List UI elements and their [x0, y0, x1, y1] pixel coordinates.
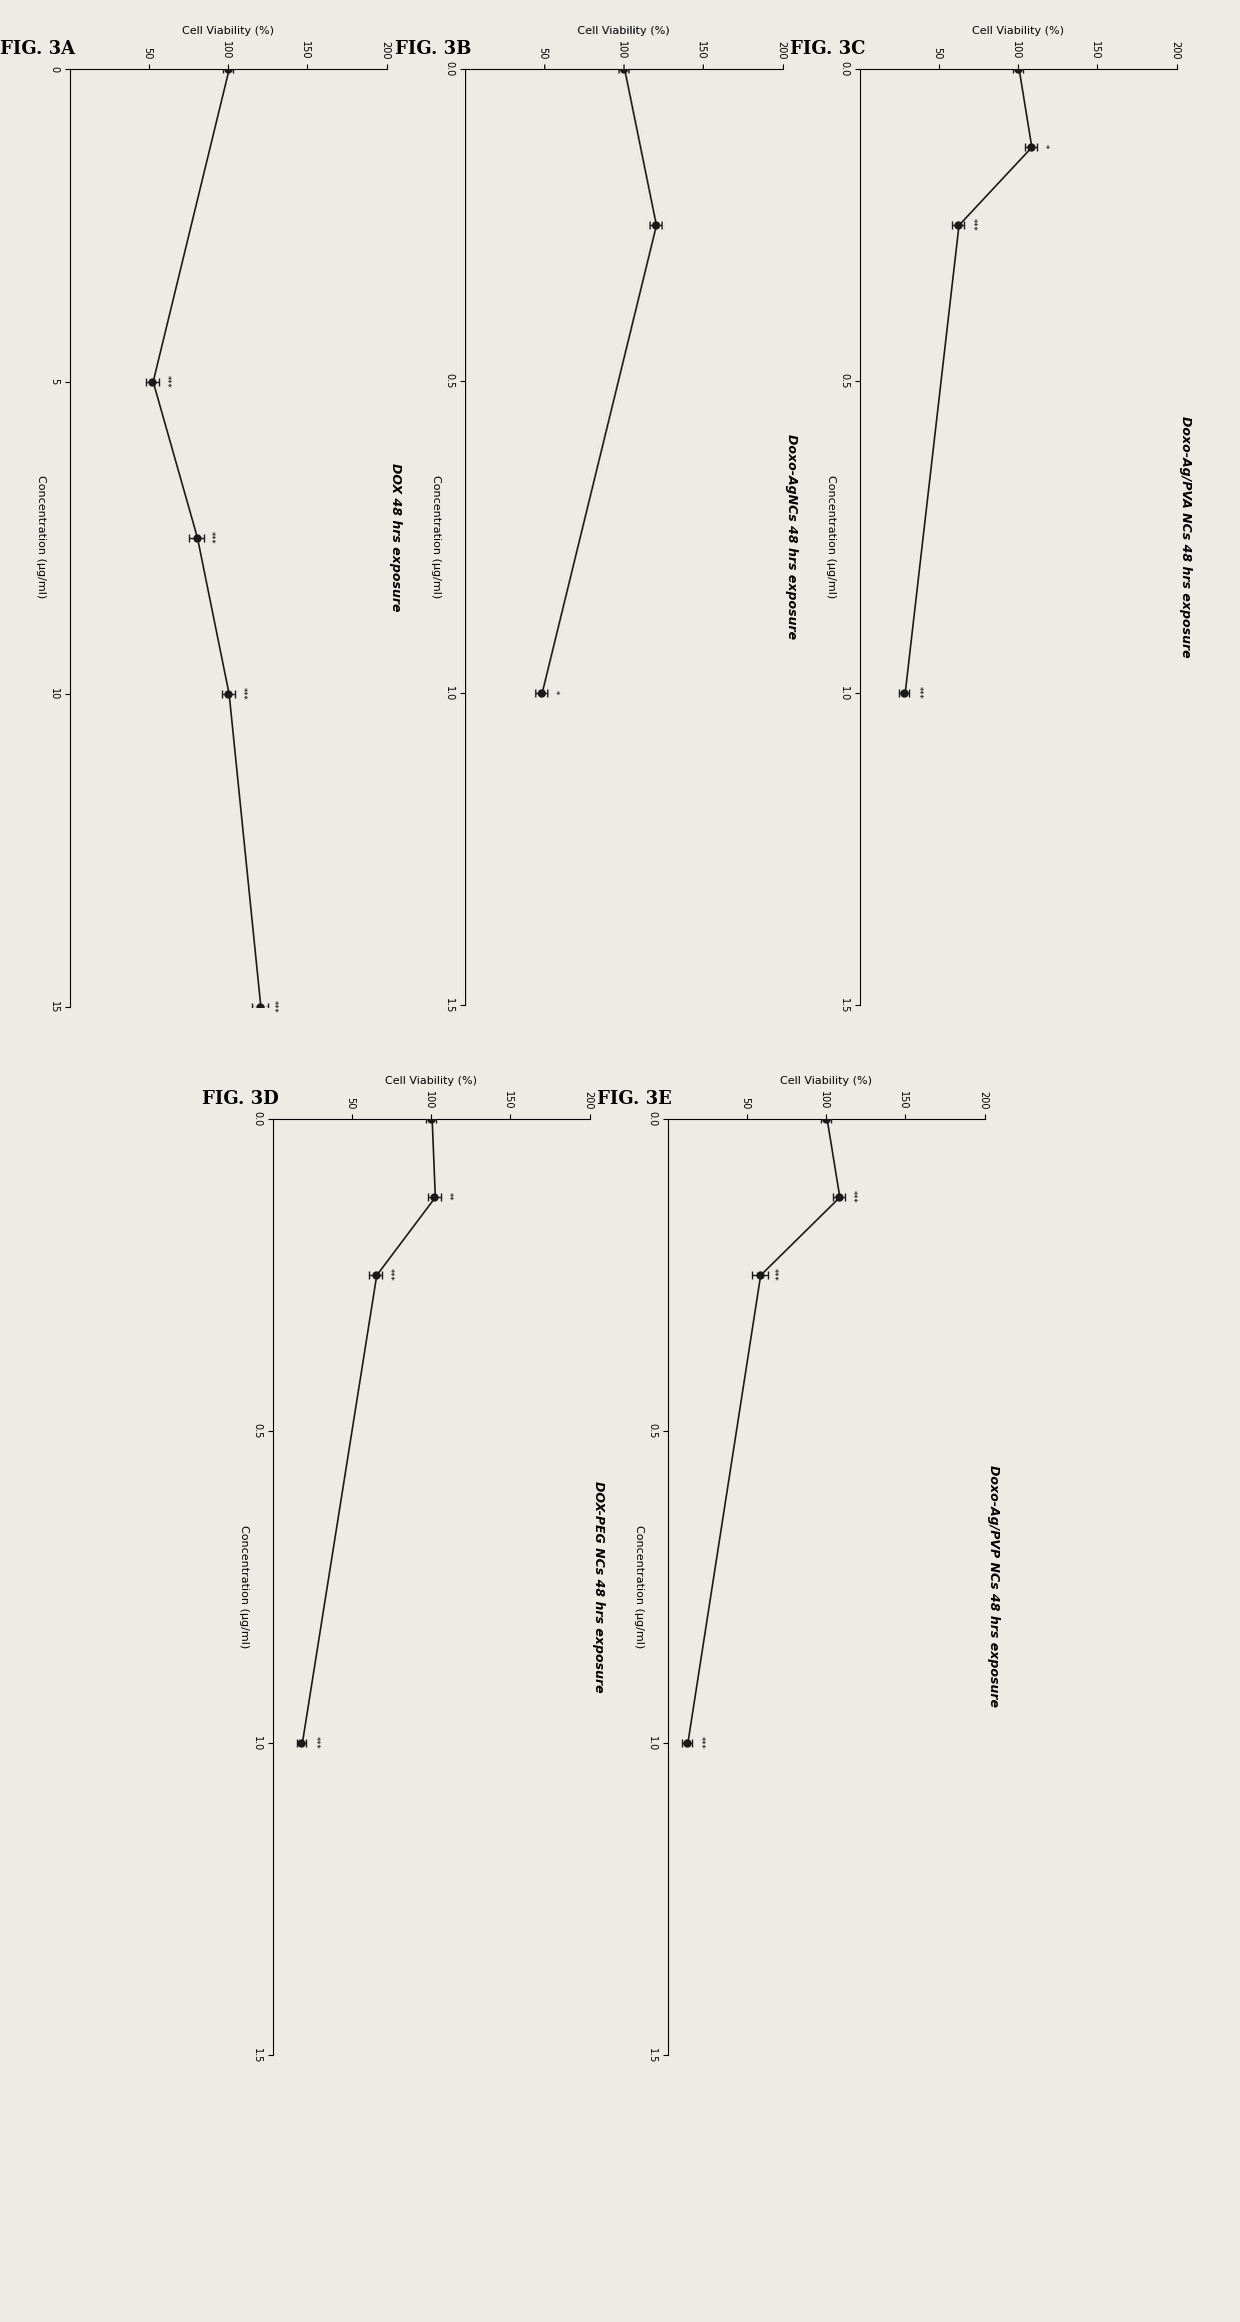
- Text: FIG. 3E: FIG. 3E: [598, 1089, 672, 1108]
- Text: FIG. 3B: FIG. 3B: [394, 39, 471, 58]
- Text: FIG. 3A: FIG. 3A: [0, 39, 74, 58]
- Text: FIG. 3D: FIG. 3D: [202, 1089, 279, 1108]
- Text: FIG. 3C: FIG. 3C: [790, 39, 866, 58]
